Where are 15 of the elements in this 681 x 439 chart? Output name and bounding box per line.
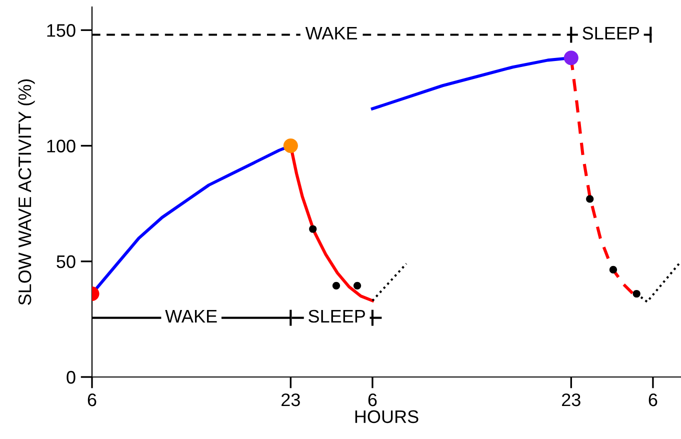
x-tick-label: 6 (648, 393, 658, 406)
x-tick-label: 6 (88, 393, 96, 406)
x-tick-label: 6 (368, 393, 377, 406)
y-tick-label: 100 (47, 140, 76, 152)
y-tick-label: 50 (56, 255, 76, 268)
series-label: SLEEP (308, 310, 365, 323)
y-tick-label: 150 (47, 24, 76, 37)
y-axis-title: SLOW WAVE ACTIVITY (%) (18, 79, 35, 305)
x-tick-label: 23 (282, 393, 300, 406)
x-tick-label: 23 (562, 393, 580, 406)
y-tick-label: 0 (66, 370, 76, 384)
x-axis-title: HOURS (355, 410, 418, 424)
series-label: SLEEP (582, 26, 640, 40)
series-label: WAKE (305, 26, 358, 40)
series-label: WAKE (165, 310, 217, 322)
